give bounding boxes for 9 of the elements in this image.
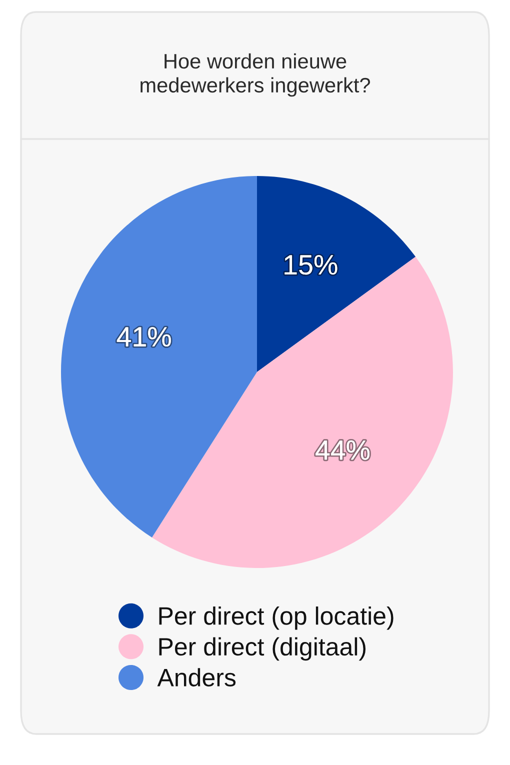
pie-slice: [61, 176, 257, 538]
legend-label: Per direct (op locatie): [159, 606, 394, 630]
legend-label: Per direct (digitaal): [159, 637, 366, 661]
chart-title: Hoe worden nieuwe medewerkers ingewerkt?: [140, 53, 370, 97]
legend-label: Anders: [157, 668, 236, 686]
data-label: 41%: [116, 327, 171, 347]
pie-slice: [257, 176, 416, 372]
data-label: 44%: [316, 440, 370, 460]
data-label: 15%: [284, 255, 338, 275]
